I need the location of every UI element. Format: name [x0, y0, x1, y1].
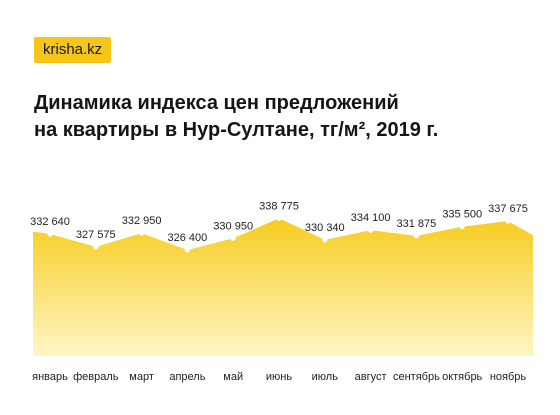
data-point-marker	[368, 227, 374, 233]
x-tick-label: сентябрь	[393, 371, 440, 383]
x-tick-label: октябрь	[442, 371, 482, 383]
data-point-marker	[93, 244, 99, 250]
data-point-marker	[276, 215, 282, 221]
data-label: 334 100	[351, 212, 391, 224]
data-point-marker	[459, 224, 465, 230]
x-tick-label: июль	[312, 371, 339, 383]
brand-badge: krisha.kz	[34, 37, 112, 63]
data-label: 337 675	[488, 203, 528, 215]
data-label: 332 950	[122, 215, 162, 227]
data-label: 326 400	[168, 232, 208, 244]
chart-title-line-1: Динамика индекса цен предложений	[34, 92, 399, 114]
data-label: 338 775	[259, 200, 299, 212]
x-tick-label: май	[223, 371, 243, 383]
data-label: 330 950	[213, 220, 253, 232]
data-label: 335 500	[442, 209, 482, 221]
data-point-marker	[139, 230, 145, 236]
brand-label: krisha.kz	[43, 41, 103, 58]
data-label: 331 875	[397, 218, 437, 230]
x-tick-label: ноябрь	[490, 371, 527, 383]
data-point-marker	[322, 237, 328, 243]
data-point-marker	[230, 235, 236, 241]
chart-title-line-2: на квартиры в Нур-Султане, тг/м², 2019 г…	[34, 119, 439, 141]
data-point-marker	[184, 247, 190, 253]
data-point-marker	[413, 233, 419, 239]
data-label: 330 340	[305, 222, 345, 234]
area-series	[33, 218, 533, 356]
x-tick-label: июнь	[266, 371, 292, 383]
x-tick-label: февраль	[73, 371, 119, 383]
x-tick-label: январь	[32, 371, 68, 383]
chart-title: Динамика индекса цен предложений на квар…	[34, 90, 534, 144]
data-label: 327 575	[76, 229, 116, 241]
data-label: 332 640	[30, 216, 70, 228]
x-tick-label: август	[355, 371, 387, 383]
data-point-marker	[47, 231, 53, 237]
x-tick-label: март	[129, 371, 154, 383]
data-point-marker	[505, 218, 511, 224]
x-tick-label: апрель	[169, 371, 205, 383]
